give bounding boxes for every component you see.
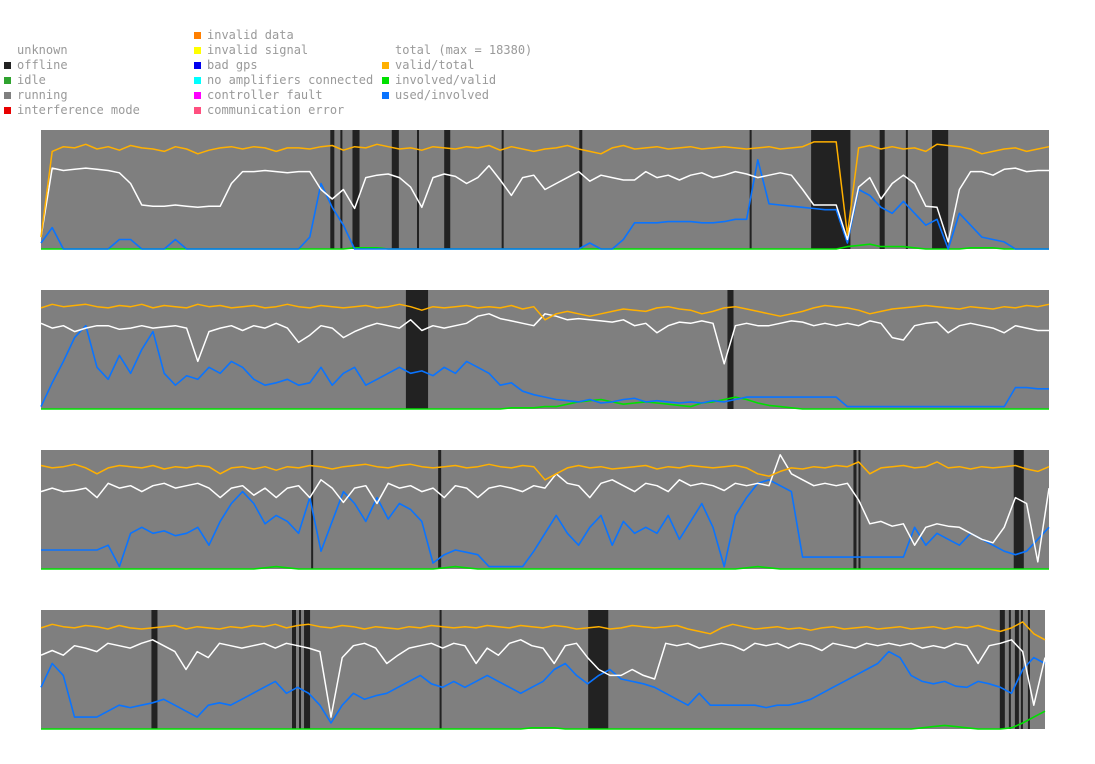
legend-swatch <box>382 92 389 99</box>
offline-period <box>151 610 158 729</box>
legend-swatch <box>194 92 201 99</box>
offline-period <box>1014 610 1019 729</box>
total-line <box>40 313 1049 365</box>
legend-label: bad gps <box>207 58 258 72</box>
used-involved-line <box>41 479 1050 568</box>
legend-swatch <box>194 32 201 39</box>
total-line <box>40 164 1049 243</box>
used-involved-line <box>40 159 1049 250</box>
legend-label: invalid data <box>207 28 294 42</box>
legend-swatch <box>382 47 389 54</box>
legend-item-communication-error: communication error <box>194 103 373 118</box>
legend-label: involved/valid <box>395 73 497 87</box>
offline-period <box>501 130 504 249</box>
offline-period <box>391 130 399 249</box>
legend-swatch <box>194 107 201 114</box>
timeline-strip-2 <box>40 290 1050 410</box>
offline-period <box>999 610 1005 729</box>
offline-period <box>905 130 908 249</box>
legend-item-idle: idle <box>4 73 140 88</box>
legend-swatch <box>382 77 389 84</box>
legend-swatch <box>4 92 11 99</box>
legend-item-no-amplifiers: no amplifiers connected <box>194 73 373 88</box>
valid-total-line <box>40 141 1050 238</box>
legend-label: invalid signal <box>207 43 309 57</box>
offline-period <box>292 610 297 729</box>
legend-item-invalid-data: invalid data <box>194 28 373 43</box>
offline-period <box>405 290 429 409</box>
offline-period <box>299 610 302 729</box>
offline-period <box>727 290 734 409</box>
legend-item-unknown: unknown <box>4 43 140 58</box>
offline-period <box>579 130 583 249</box>
legend-item-bad-gps: bad gps <box>194 58 373 73</box>
legend-label: valid/total <box>395 58 475 72</box>
running-background <box>41 610 1045 729</box>
legend-label: controller fault <box>207 88 323 102</box>
offline-period <box>932 130 949 249</box>
offline-period <box>330 130 335 249</box>
used-involved-line <box>40 650 1046 724</box>
legend-label: running <box>17 88 68 102</box>
involved-valid-line <box>41 565 1049 570</box>
legend-item-valid-total: valid/total <box>382 58 532 73</box>
legend-swatch <box>194 77 201 84</box>
offline-period <box>1027 610 1030 729</box>
legend-item-interference-mode: interference mode <box>4 103 140 118</box>
legend-swatch <box>382 62 389 69</box>
legend-item-involved-valid: involved/valid <box>382 73 532 88</box>
legend-item-offline: offline <box>4 58 140 73</box>
legend-label: communication error <box>207 103 345 117</box>
legend-label: interference mode <box>17 103 140 117</box>
running-background <box>41 450 1049 569</box>
timeline-strip-3 <box>40 450 1050 570</box>
legend-item-controller-fault: controller fault <box>194 88 373 103</box>
offline-period <box>1013 450 1024 569</box>
legend-label: idle <box>17 73 46 87</box>
legend-swatch <box>4 47 11 54</box>
legend-swatch <box>4 62 11 69</box>
offline-period <box>444 130 451 249</box>
offline-period <box>352 130 360 249</box>
used-involved-line <box>40 324 1049 408</box>
legend-metrics: total (max = 18380) valid/total involved… <box>382 43 532 103</box>
offline-period <box>749 130 752 249</box>
offline-period <box>340 130 343 249</box>
legend-item-invalid-signal: invalid signal <box>194 43 373 58</box>
legend-label: used/involved <box>395 88 489 102</box>
total-line <box>40 454 1050 563</box>
offline-period <box>858 450 861 569</box>
offline-period <box>439 610 442 729</box>
offline-period <box>304 610 311 729</box>
valid-total-line <box>40 461 1050 481</box>
legend-errors: invalid data invalid signal bad gps no a… <box>194 28 373 118</box>
legend-label: offline <box>17 58 68 72</box>
legend-label: total (max = 18380) <box>395 43 533 57</box>
legend-status: unknown offline idle running interferenc… <box>4 43 140 118</box>
offline-period <box>879 130 885 249</box>
offline-period <box>416 130 419 249</box>
running-background <box>41 290 1049 409</box>
offline-period <box>1008 610 1011 729</box>
offline-period <box>438 450 442 569</box>
involved-valid-line <box>41 710 1046 730</box>
legend-swatch <box>194 47 201 54</box>
legend-item-total: total (max = 18380) <box>382 43 532 58</box>
legend-swatch <box>4 107 11 114</box>
valid-total-line <box>40 621 1046 641</box>
legend-swatch <box>194 62 201 69</box>
legend-label: no amplifiers connected <box>207 73 374 87</box>
offline-period <box>853 450 857 569</box>
legend-item-running: running <box>4 88 140 103</box>
legend-label: unknown <box>17 43 68 57</box>
timeline-strip-4 <box>40 610 1046 730</box>
involved-valid-line <box>41 396 1049 410</box>
total-line <box>40 639 1046 718</box>
legend-item-used-involved: used/involved <box>382 88 532 103</box>
valid-total-line <box>40 303 1050 321</box>
timeline-strip-1 <box>40 130 1050 250</box>
legend-swatch <box>4 77 11 84</box>
